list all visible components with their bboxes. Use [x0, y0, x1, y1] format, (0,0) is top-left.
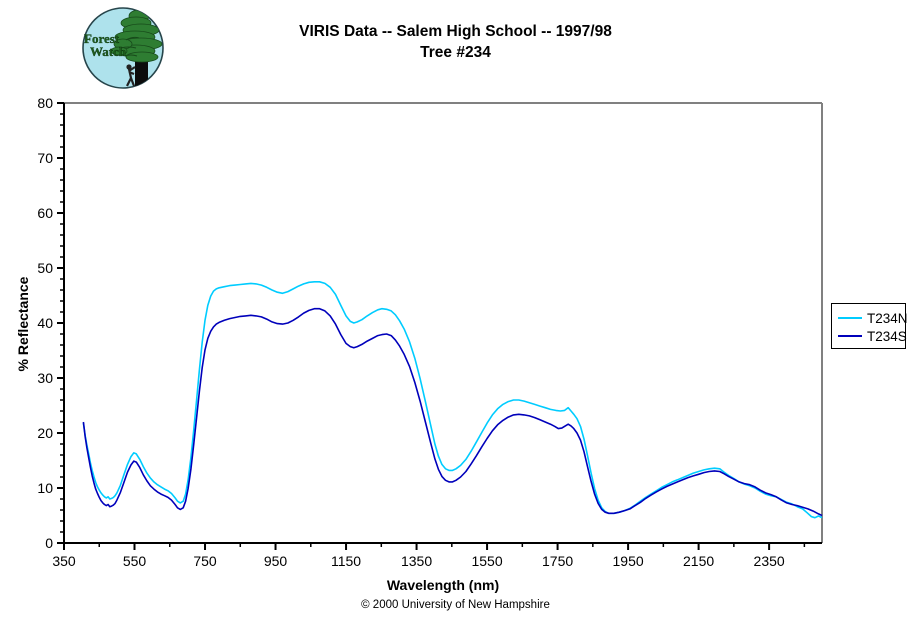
- forest-watch-logo: Forest Watch: [82, 7, 164, 89]
- svg-text:30: 30: [37, 370, 53, 386]
- svg-text:10: 10: [37, 480, 53, 496]
- legend-entry-t234s: T234S: [838, 327, 907, 345]
- logo-text-forest: Forest: [84, 31, 120, 46]
- svg-text:20: 20: [37, 425, 53, 441]
- y-axis-title: % Reflectance: [15, 276, 31, 372]
- copyright-text: © 2000 University of New Hampshire: [361, 599, 550, 611]
- svg-text:0: 0: [45, 535, 53, 551]
- pine-tree-icon: [110, 9, 163, 88]
- legend-entry-t234n: T234N: [838, 309, 908, 327]
- svg-text:1150: 1150: [331, 553, 361, 569]
- svg-text:70: 70: [37, 150, 53, 166]
- svg-text:80: 80: [37, 95, 53, 111]
- title-block: VIRIS Data -- Salem High School -- 1997/…: [0, 21, 911, 63]
- svg-text:40: 40: [37, 315, 53, 331]
- legend-label-t234s: T234S: [867, 328, 907, 344]
- svg-text:1750: 1750: [542, 553, 573, 569]
- svg-text:1550: 1550: [471, 553, 502, 569]
- svg-text:50: 50: [37, 260, 53, 276]
- svg-text:950: 950: [264, 553, 288, 569]
- logo-text-watch: Watch: [90, 44, 127, 59]
- svg-text:1350: 1350: [401, 553, 432, 569]
- svg-text:750: 750: [193, 553, 217, 569]
- svg-text:60: 60: [37, 205, 53, 221]
- svg-text:1950: 1950: [613, 553, 644, 569]
- svg-text:2150: 2150: [683, 553, 714, 569]
- svg-text:2350: 2350: [754, 553, 785, 569]
- t234n-line-swatch: [838, 317, 862, 319]
- svg-text:550: 550: [123, 553, 147, 569]
- legend: T234N T234S: [831, 303, 908, 349]
- chart-title-line2: Tree #234: [420, 44, 491, 61]
- legend-label-t234n: T234N: [867, 310, 908, 326]
- chart-title-line1: VIRIS Data -- Salem High School -- 1997/…: [299, 23, 612, 40]
- x-axis-title: Wavelength (nm): [386, 577, 500, 593]
- svg-text:350: 350: [52, 553, 76, 569]
- t234s-line-swatch: [838, 335, 862, 337]
- climber-figure-icon: [126, 64, 136, 87]
